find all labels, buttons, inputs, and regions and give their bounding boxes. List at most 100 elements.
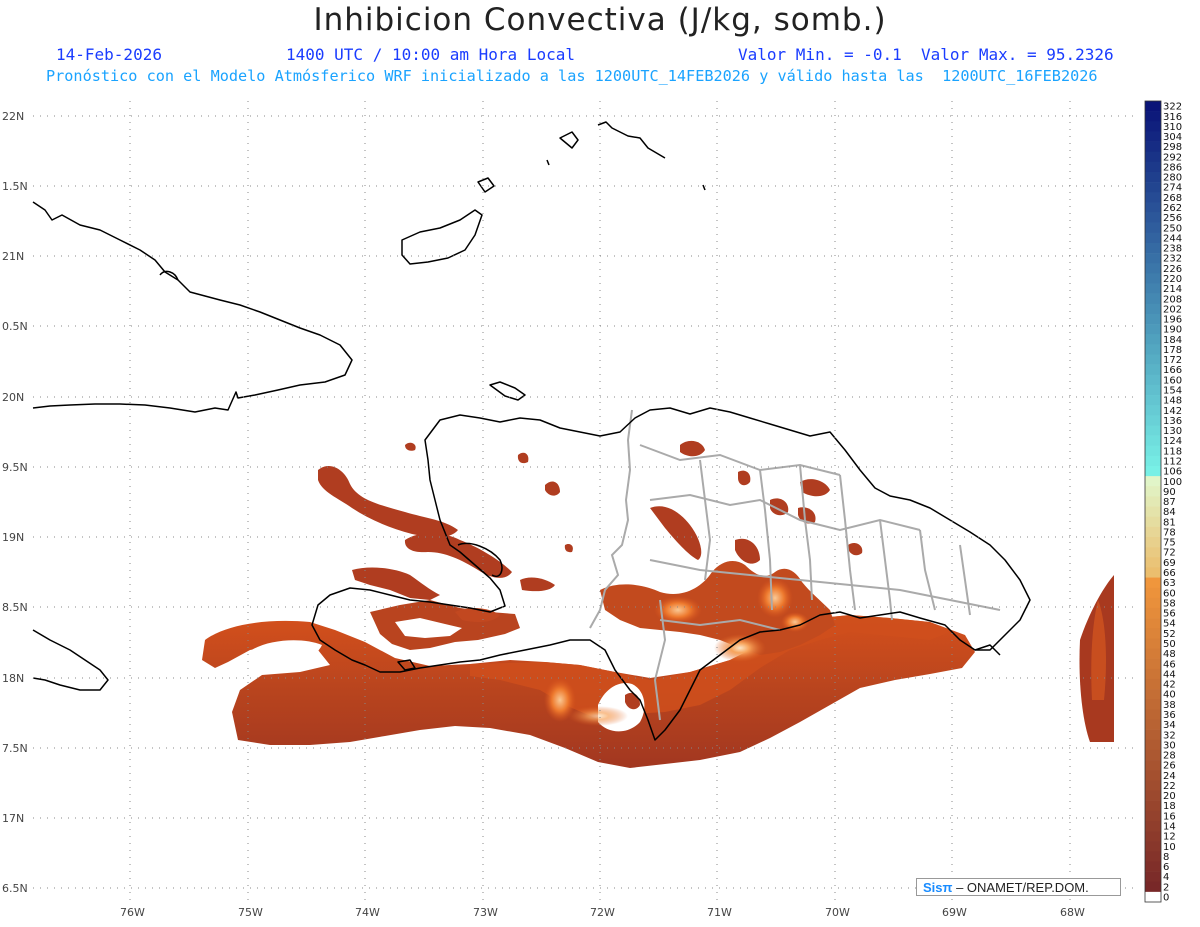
colorbar-label: 34 bbox=[1163, 720, 1176, 731]
colorbar-swatch bbox=[1145, 486, 1161, 497]
colorbar-label: 50 bbox=[1163, 639, 1176, 650]
colorbar-swatch bbox=[1145, 547, 1161, 558]
colorbar-swatch bbox=[1145, 121, 1161, 132]
colorbar-swatch bbox=[1145, 506, 1161, 518]
colorbar-swatch bbox=[1145, 435, 1161, 447]
colorbar-swatch bbox=[1145, 476, 1161, 487]
colorbar-label: 148 bbox=[1163, 396, 1182, 407]
colorbar-swatch bbox=[1145, 222, 1161, 234]
cin-shading bbox=[202, 440, 1114, 768]
colorbar-swatch bbox=[1145, 689, 1161, 700]
colorbar-label: 256 bbox=[1163, 213, 1182, 224]
colorbar-label: 78 bbox=[1163, 527, 1176, 538]
colorbar-swatch bbox=[1145, 192, 1161, 203]
colorbar-swatch bbox=[1145, 364, 1161, 376]
colorbar-label: 75 bbox=[1163, 538, 1176, 549]
colorbar-swatch bbox=[1145, 445, 1161, 457]
colorbar-label: 316 bbox=[1163, 112, 1182, 123]
colorbar-label: 44 bbox=[1163, 669, 1176, 680]
colorbar-label: 12 bbox=[1163, 832, 1176, 843]
colorbar-swatch bbox=[1145, 618, 1161, 629]
lon-label: 69W bbox=[942, 906, 967, 919]
colorbar-swatch bbox=[1145, 557, 1161, 568]
colorbar-label: 28 bbox=[1163, 751, 1176, 762]
colorbar-swatch bbox=[1145, 780, 1161, 791]
colorbar-swatch bbox=[1145, 161, 1161, 173]
colorbar-label: 16 bbox=[1163, 811, 1176, 822]
colorbar-label: 172 bbox=[1163, 355, 1182, 366]
colorbar-label: 244 bbox=[1163, 233, 1182, 244]
colorbar-label: 30 bbox=[1163, 740, 1176, 751]
lat-label: 21N bbox=[2, 250, 24, 263]
colorbar-label: 36 bbox=[1163, 710, 1176, 721]
colorbar-label: 322 bbox=[1163, 102, 1182, 113]
lat-label: 17N bbox=[2, 812, 24, 825]
colorbar-label: 238 bbox=[1163, 244, 1182, 255]
colorbar-swatch bbox=[1145, 283, 1161, 294]
colorbar-label: 84 bbox=[1163, 507, 1176, 518]
colorbar-label: 130 bbox=[1163, 426, 1182, 437]
colorbar-swatch bbox=[1145, 536, 1161, 548]
colorbar-swatch bbox=[1145, 101, 1161, 112]
map-title: Inhibicion Convectiva (J/kg, somb.) bbox=[313, 2, 887, 38]
model-info: Pronóstico con el Modelo Atmósferico WRF… bbox=[46, 67, 1098, 85]
colorbar-label: 268 bbox=[1163, 193, 1182, 204]
colorbar-label: 66 bbox=[1163, 568, 1176, 579]
colorbar-label: 136 bbox=[1163, 416, 1182, 427]
colorbar-swatch bbox=[1145, 567, 1161, 578]
colorbar-swatch bbox=[1145, 891, 1161, 903]
colorbar-swatch bbox=[1145, 851, 1161, 862]
lon-label: 71W bbox=[707, 906, 732, 919]
colorbar-swatch bbox=[1145, 263, 1161, 274]
colorbar-swatch bbox=[1145, 293, 1161, 305]
colorbar-label: 262 bbox=[1163, 203, 1182, 214]
lon-label: 68W bbox=[1060, 906, 1085, 919]
colorbar-label: 166 bbox=[1163, 365, 1182, 376]
colorbar-label: 310 bbox=[1163, 122, 1182, 133]
colorbar-label: 6 bbox=[1163, 862, 1169, 873]
colorbar-label: 298 bbox=[1163, 142, 1182, 153]
colorbar-label: 72 bbox=[1163, 548, 1176, 559]
lon-label: 75W bbox=[238, 906, 263, 919]
colorbar-swatch bbox=[1145, 141, 1161, 152]
colorbar-swatch bbox=[1145, 374, 1161, 386]
colorbar-label: 286 bbox=[1163, 162, 1182, 173]
colorbar-label: 292 bbox=[1163, 152, 1182, 163]
colorbar-swatch bbox=[1145, 871, 1161, 883]
colorbar-label: 63 bbox=[1163, 578, 1176, 589]
colorbar-swatch bbox=[1145, 790, 1161, 801]
colorbar-label: 38 bbox=[1163, 700, 1176, 711]
colorbar-label: 24 bbox=[1163, 771, 1176, 782]
colorbar-swatch bbox=[1145, 415, 1161, 426]
colorbar-label: 280 bbox=[1163, 173, 1182, 184]
forecast-time: 1400 UTC / 10:00 am Hora Local bbox=[286, 45, 575, 64]
colorbar-swatch bbox=[1145, 820, 1161, 832]
credit-text: – ONAMET/REP.DOM. bbox=[952, 880, 1089, 895]
colorbar-label: 106 bbox=[1163, 467, 1182, 478]
colorbar-swatch bbox=[1145, 638, 1161, 649]
colorbar-label: 87 bbox=[1163, 497, 1176, 508]
colorbar-swatch bbox=[1145, 242, 1161, 254]
colorbar-label: 232 bbox=[1163, 254, 1182, 265]
colorbar-label: 0 bbox=[1163, 892, 1169, 903]
colorbar-swatch bbox=[1145, 526, 1161, 538]
colorbar-swatch bbox=[1145, 739, 1161, 751]
colorbar-label: 178 bbox=[1163, 345, 1182, 356]
colorbar-swatch bbox=[1145, 658, 1161, 670]
colorbar-label: 2 bbox=[1163, 882, 1169, 893]
colorbar-swatch bbox=[1145, 587, 1161, 599]
colorbar-swatch bbox=[1145, 202, 1161, 213]
lat-label: 6.5N bbox=[2, 882, 28, 895]
colorbar-swatch bbox=[1145, 699, 1161, 710]
colorbar-label: 46 bbox=[1163, 659, 1176, 670]
colorbar-swatch bbox=[1145, 344, 1161, 355]
colorbar-label: 52 bbox=[1163, 629, 1176, 640]
lat-label: 19N bbox=[2, 531, 24, 544]
colorbar-label: 160 bbox=[1163, 375, 1182, 386]
colorbar-swatch bbox=[1145, 607, 1161, 619]
colorbar-swatch bbox=[1145, 729, 1161, 741]
colorbar-label: 118 bbox=[1163, 446, 1182, 457]
colorbar-swatch bbox=[1145, 395, 1161, 406]
colorbar-swatch bbox=[1145, 516, 1161, 528]
colorbar-label: 250 bbox=[1163, 223, 1182, 234]
